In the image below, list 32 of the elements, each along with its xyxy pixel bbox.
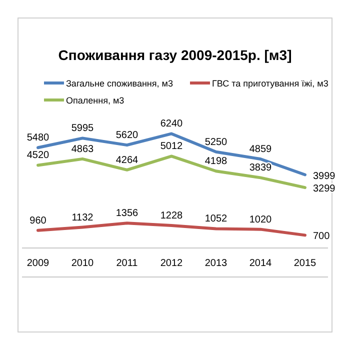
- chart-title: Споживання газу 2009-2015р. [м3]: [58, 47, 292, 63]
- data-label: 960: [30, 215, 47, 226]
- data-label: 1228: [160, 210, 184, 222]
- x-tick-label: 2012: [160, 258, 184, 269]
- x-tick-label: 2011: [116, 258, 138, 269]
- data-label: 700: [313, 231, 330, 242]
- x-tick-label: 2015: [294, 258, 317, 269]
- data-label: 5995: [71, 123, 94, 134]
- data-label: 5250: [204, 136, 228, 148]
- data-label: 5480: [26, 132, 50, 144]
- data-label: 4859: [249, 144, 272, 156]
- data-label: 1020: [249, 214, 272, 226]
- data-label: 1132: [72, 212, 94, 224]
- data-label: 4198: [204, 156, 228, 168]
- data-label: 3299: [313, 184, 336, 195]
- data-label: 4863: [71, 144, 94, 155]
- x-tick-label: 2013: [204, 258, 228, 269]
- data-label: 4520: [26, 150, 50, 162]
- data-label: 6240: [160, 118, 184, 130]
- data-label: 5620: [116, 130, 139, 142]
- data-label: 3839: [249, 162, 272, 174]
- legend-label: ГВС та приготування їжі, м3: [212, 78, 328, 88]
- data-label: 5012: [160, 141, 184, 152]
- data-label: 1052: [204, 214, 228, 225]
- legend-label: Загальне споживання, м3: [66, 78, 173, 88]
- data-label: 1356: [116, 208, 139, 220]
- x-tick-label: 2014: [249, 258, 272, 269]
- legend-label: Опалення, м3: [66, 96, 124, 106]
- x-tick-label: 2009: [26, 258, 50, 269]
- x-tick-label: 2010: [71, 258, 94, 269]
- data-label: 4264: [116, 154, 139, 166]
- data-label: 3999: [313, 170, 336, 182]
